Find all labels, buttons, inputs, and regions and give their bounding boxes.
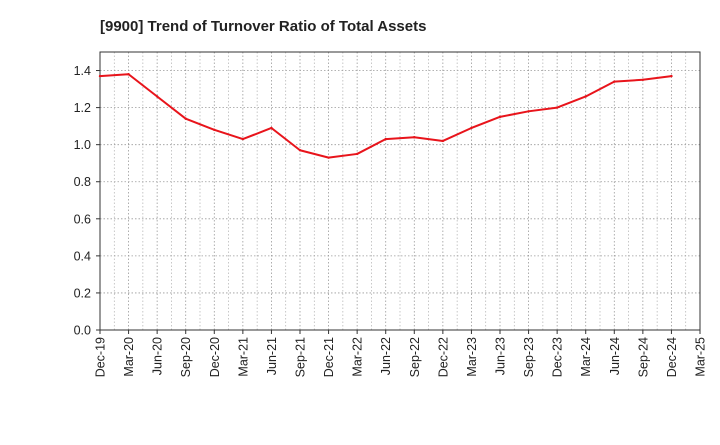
- x-tick-label: Dec-20: [208, 337, 222, 377]
- y-tick-label: 1.2: [74, 101, 91, 115]
- data-point: [413, 136, 416, 139]
- data-point: [555, 106, 559, 109]
- y-tick-label: 0.2: [74, 286, 91, 300]
- data-point: [241, 137, 245, 141]
- x-tick-label: Sep-20: [179, 337, 193, 377]
- chart-title: [9900] Trend of Turnover Ratio of Total …: [100, 18, 426, 35]
- data-point: [470, 126, 473, 130]
- y-axis-tick-labels: 0.0 0.2 0.4 0.6 0.8 1.0 1.2 1.4: [74, 64, 91, 337]
- y-tick-label: 1.4: [74, 64, 91, 78]
- grid: [100, 52, 700, 330]
- x-tick-label: Jun-21: [265, 337, 279, 375]
- data-point: [613, 80, 616, 83]
- x-tick-label: Mar-25: [694, 337, 708, 377]
- y-tick-label: 0.0: [74, 324, 91, 338]
- y-tick-label: 0.6: [74, 212, 91, 226]
- x-tick-label: Dec-22: [436, 337, 450, 377]
- plot-frame: [99, 51, 701, 331]
- x-tick-label: Jun-23: [494, 337, 508, 375]
- data-point: [441, 139, 445, 143]
- x-tick-label: Sep-23: [522, 337, 536, 377]
- y-tick-label: 0.4: [74, 249, 91, 263]
- x-tick-label: Jun-22: [379, 337, 393, 375]
- x-tick-label: Mar-21: [236, 337, 250, 377]
- x-tick-label: Dec-23: [551, 337, 565, 377]
- data-point: [270, 126, 273, 130]
- x-tick-label: Mar-20: [122, 337, 136, 377]
- x-tick-label: Dec-24: [665, 337, 679, 377]
- x-tick-label: Sep-21: [294, 337, 308, 377]
- data-point: [127, 73, 130, 76]
- data-point: [384, 137, 387, 141]
- data-point: [98, 74, 102, 78]
- x-tick-label: Dec-21: [322, 337, 336, 377]
- data-point: [355, 152, 359, 156]
- x-tick-label: Sep-24: [636, 337, 650, 377]
- data-point: [155, 95, 159, 98]
- data-point: [184, 117, 187, 120]
- x-axis-tick-labels: Dec-19 Mar-20 Jun-20 Sep-20 Dec-20 Mar-21 Jun-…: [94, 337, 708, 377]
- data-point: [584, 95, 587, 98]
- data-point: [213, 128, 216, 132]
- series-layer: [98, 73, 673, 159]
- data-point: [498, 115, 502, 119]
- x-tick-label: Sep-22: [408, 337, 422, 377]
- y-tick-label: 0.8: [74, 175, 91, 189]
- x-tick-label: Mar-24: [579, 337, 593, 377]
- x-tick-label: Mar-22: [351, 337, 365, 377]
- axes: [96, 51, 701, 334]
- x-tick-label: Mar-23: [465, 337, 479, 377]
- data-point: [327, 156, 330, 159]
- x-tick-label: Jun-20: [151, 337, 165, 375]
- y-tick-label: 1.0: [74, 138, 91, 152]
- data-point: [641, 78, 645, 82]
- data-point: [298, 149, 302, 152]
- data-point: [527, 110, 530, 113]
- x-tick-label: Dec-19: [94, 337, 108, 377]
- data-point: [670, 74, 673, 78]
- x-tick-label: Jun-24: [608, 337, 622, 375]
